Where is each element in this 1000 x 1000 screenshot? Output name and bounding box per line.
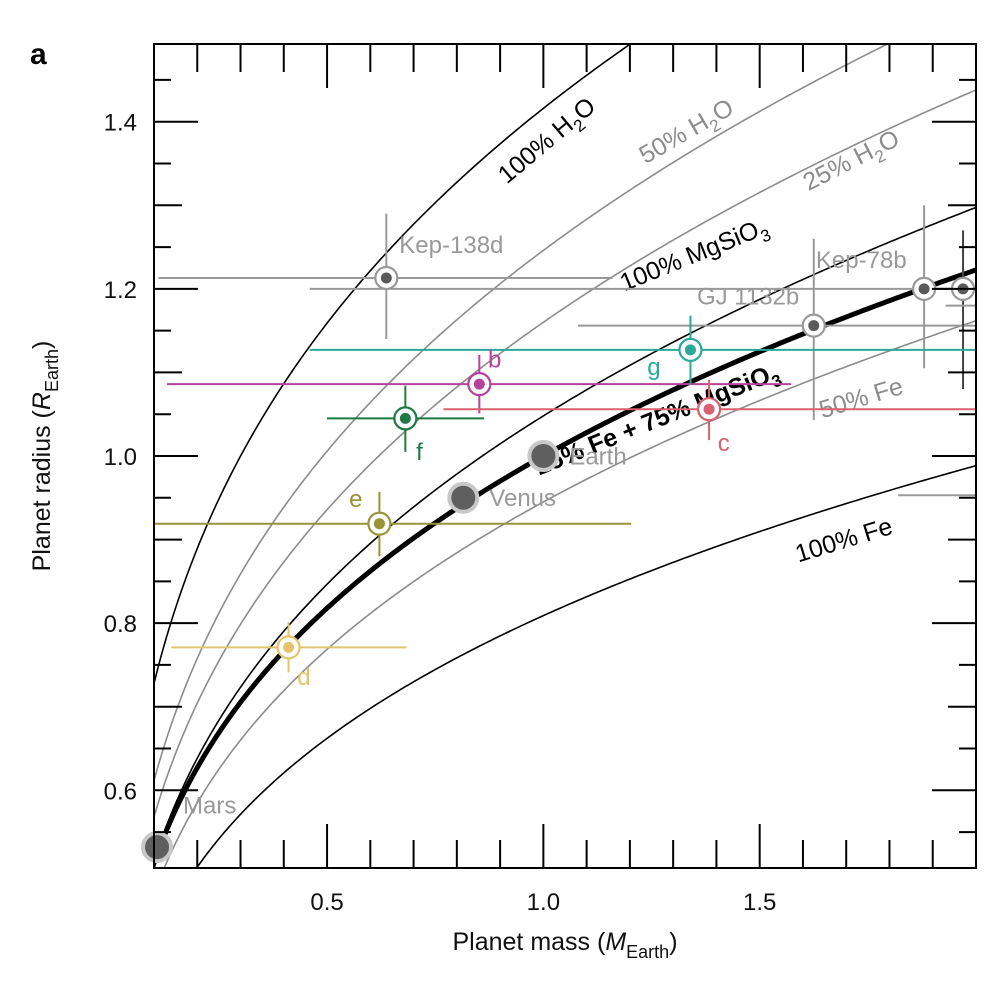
x-tick-label: 1.5 xyxy=(743,889,776,916)
point-b xyxy=(473,378,485,390)
planet-label-venus: Venus xyxy=(489,485,556,512)
curve-label-50-h2o: 50% H2O xyxy=(634,93,741,174)
curve-50-h2o xyxy=(154,44,890,784)
planet-mars xyxy=(141,831,174,864)
y-tick-label: 1.4 xyxy=(104,110,137,137)
point-labels: Kep-138d Kep-78b GJ 1132b b c d e f g Mars Venus Ea… xyxy=(183,232,907,820)
curve-100-mgsio3 xyxy=(154,206,976,864)
y-tick-label: 0.8 xyxy=(104,611,137,638)
y-tick-label: 1.2 xyxy=(104,277,137,304)
point-label-b: b xyxy=(488,346,501,373)
axes xyxy=(153,43,977,869)
composition-curves xyxy=(154,44,976,868)
planet-earth xyxy=(527,440,560,472)
curve-label-50-fe: 50% Fe xyxy=(816,372,907,424)
point-d xyxy=(283,641,295,653)
planet-label-earth: Earth xyxy=(569,443,626,470)
curve-100-fe xyxy=(195,464,976,868)
point-c xyxy=(703,403,715,415)
error-bars xyxy=(154,205,976,673)
y-axis-label: Planet radius (REarth) xyxy=(28,341,62,572)
point-label-kep-78b: Kep-78b xyxy=(816,247,907,274)
planet-label-mars: Mars xyxy=(183,793,236,820)
tick-labels: 0.5 1.0 1.5 0.6 0.8 1.0 1.2 1.4 xyxy=(104,110,777,916)
x-tick-label: 1.0 xyxy=(527,889,560,916)
panel-letter: a xyxy=(30,38,47,71)
x-tick-label: 0.5 xyxy=(310,889,343,916)
point-f xyxy=(399,412,411,424)
curve-25-fe-75-mgsio3 xyxy=(154,267,976,868)
point-gj-1132b xyxy=(808,320,820,332)
point-label-d: d xyxy=(297,664,310,691)
curve-label-100-h2o: 100% H2O xyxy=(493,92,605,193)
curve-label-100-fe: 100% Fe xyxy=(792,512,896,568)
point-e xyxy=(373,518,385,530)
point-label-gj-1132b: GJ 1132b xyxy=(697,284,799,311)
point-label-f: f xyxy=(416,439,423,466)
point-label-kep-138d: Kep-138d xyxy=(399,232,503,259)
point-kep-138d xyxy=(380,272,392,284)
planet-venus xyxy=(447,481,480,514)
x-axis-label: Planet mass (MEarth) xyxy=(452,928,677,962)
curve-label-25-h2o: 25% H2O xyxy=(799,124,907,201)
y-tick-label: 1.0 xyxy=(104,444,137,471)
data-points xyxy=(141,265,976,864)
curve-25-h2o xyxy=(154,89,976,820)
point-label-e: e xyxy=(349,486,362,513)
point-label-g: g xyxy=(647,354,660,381)
curve-50-fe xyxy=(163,319,976,868)
point-g xyxy=(684,344,696,356)
point-kep-78b xyxy=(918,283,930,295)
y-tick-label: 0.6 xyxy=(104,778,137,805)
curve-100-h2o xyxy=(154,44,632,687)
point-label-c: c xyxy=(718,430,730,457)
